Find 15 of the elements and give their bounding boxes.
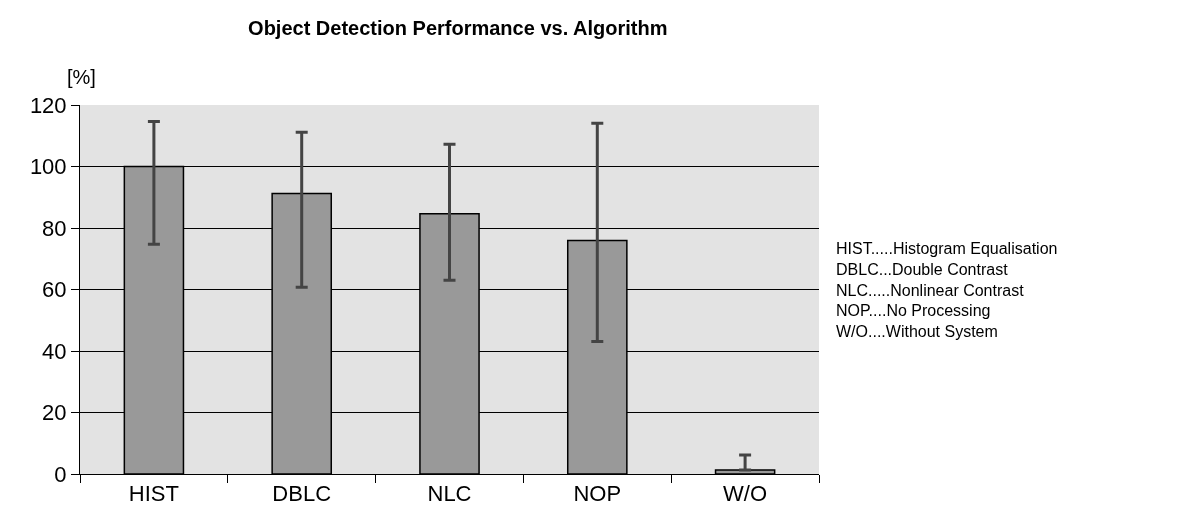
y-tick-label: 100 bbox=[29, 154, 67, 180]
x-tick-label: NOP bbox=[573, 481, 622, 507]
y-tick-label: 120 bbox=[29, 92, 67, 118]
x-tick-label: DBLC bbox=[272, 481, 332, 507]
y-axis-title: [%] bbox=[67, 66, 96, 88]
text: HIST.....Histogram Equalisation DBLC...Double Contrast NLC.....Nonlinear Contrast NOP....No Processing W/O....Without System bbox=[836, 240, 1058, 341]
x-tick-label: HIST bbox=[128, 481, 179, 507]
y-tick-label: 20 bbox=[42, 400, 67, 426]
chart-title: Object Detection Performance vs. Algorithm bbox=[248, 17, 668, 40]
x-tick-label: W/O bbox=[723, 481, 768, 507]
y-tick-label: 40 bbox=[42, 338, 67, 364]
y-tick-label: 60 bbox=[42, 277, 67, 303]
x-tick-label: NLC bbox=[427, 481, 472, 507]
y-tick-label: 0 bbox=[54, 461, 67, 487]
y-tick-label: 80 bbox=[42, 215, 67, 241]
